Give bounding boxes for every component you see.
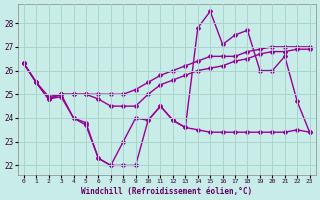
X-axis label: Windchill (Refroidissement éolien,°C): Windchill (Refroidissement éolien,°C): [81, 187, 252, 196]
